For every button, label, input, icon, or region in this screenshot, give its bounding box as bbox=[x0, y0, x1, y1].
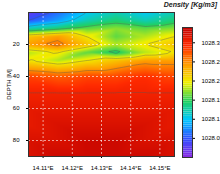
svg-text:80: 80 bbox=[13, 137, 20, 143]
svg-text:20: 20 bbox=[13, 41, 20, 47]
svg-text:1028.1: 1028.1 bbox=[202, 116, 220, 122]
svg-text:14.11°E: 14.11°E bbox=[33, 165, 54, 171]
svg-text:1028.3: 1028.3 bbox=[202, 40, 220, 46]
svg-text:14.14°E: 14.14°E bbox=[120, 165, 141, 171]
html-text:Density [Kg/m3]: Density [Kg/m3] bbox=[163, 1, 217, 8]
svg-text:1028.2: 1028.2 bbox=[202, 78, 220, 84]
svg-text:1028.05: 1028.05 bbox=[202, 135, 220, 141]
svg-text:DEPTH [M]: DEPTH [M] bbox=[6, 69, 12, 100]
svg-text:40: 40 bbox=[13, 73, 20, 79]
svg-text:14.15°E: 14.15°E bbox=[149, 165, 170, 171]
svg-text:60: 60 bbox=[13, 105, 20, 111]
svg-text:14.13°E: 14.13°E bbox=[91, 165, 112, 171]
svg-text:14.12°E: 14.12°E bbox=[62, 165, 83, 171]
svg-text:1028.15: 1028.15 bbox=[202, 97, 220, 103]
svg-text:1028.25: 1028.25 bbox=[202, 59, 220, 65]
